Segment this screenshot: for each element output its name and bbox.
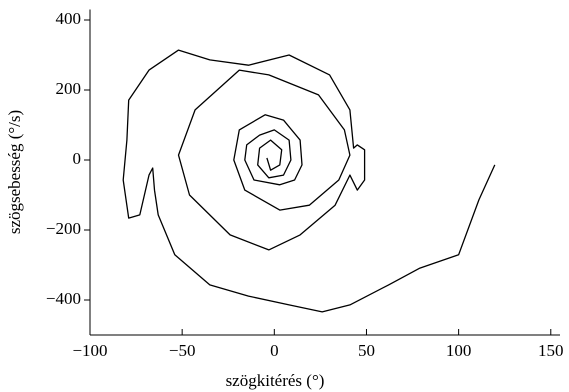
x-tick-label: −100 xyxy=(72,341,107,360)
y-axis-label: szögsebesség (°/s) xyxy=(5,110,24,234)
phase-curve xyxy=(122,49,496,313)
y-tick-label: −200 xyxy=(46,219,81,238)
x-tick-label: 50 xyxy=(358,341,375,360)
x-tick-label: 100 xyxy=(446,341,472,360)
y-tick-label: −400 xyxy=(46,289,81,308)
x-axis-label: szögkitérés (°) xyxy=(226,371,325,390)
y-tick-label: 200 xyxy=(56,79,82,98)
y-tick-label: 400 xyxy=(56,9,82,28)
y-tick-label: 0 xyxy=(73,149,82,168)
x-tick-label: 0 xyxy=(270,341,279,360)
x-tick-label: −50 xyxy=(169,341,196,360)
x-tick-label: 150 xyxy=(538,341,564,360)
